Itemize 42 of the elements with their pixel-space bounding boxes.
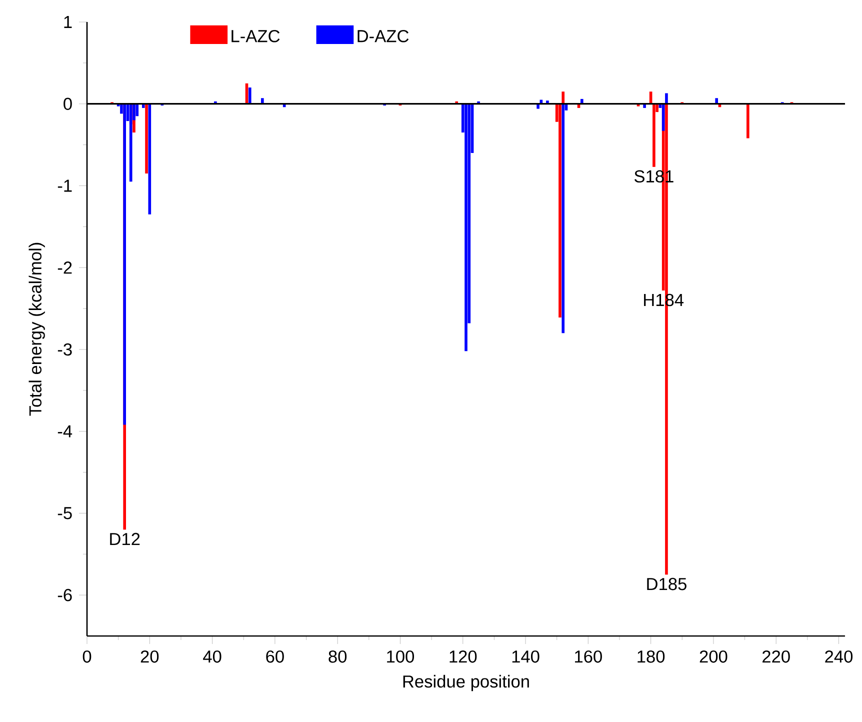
- bar: [662, 104, 665, 131]
- bar: [248, 87, 252, 104]
- x-tick-label: 160: [575, 650, 602, 663]
- y-tick-label: -1: [58, 180, 72, 192]
- y-tick-label: 1: [64, 16, 72, 28]
- y-tick-label: -4: [58, 425, 72, 438]
- bar: [123, 104, 126, 425]
- bar: [145, 104, 148, 174]
- bar: [746, 104, 750, 138]
- x-tick-label: 80: [328, 650, 347, 663]
- x-tick-label: 140: [512, 650, 540, 663]
- bar: [129, 104, 132, 182]
- x-axis-title: Residue position: [403, 674, 529, 692]
- bar: [665, 93, 668, 104]
- bar: [558, 104, 562, 318]
- x-tick-label: 240: [825, 650, 853, 663]
- legend-label: L-AZC: [232, 30, 280, 42]
- y-tick-label: -5: [58, 507, 72, 520]
- bar: [148, 104, 152, 214]
- x-tick-label: 60: [266, 650, 284, 663]
- y-tick-label: -6: [58, 588, 72, 602]
- y-tick-label: -2: [58, 262, 72, 274]
- legend-label: D-AZC: [358, 30, 409, 42]
- x-tick-label: 120: [450, 650, 477, 663]
- x-tick-label: 40: [203, 650, 222, 663]
- bar: [652, 104, 656, 167]
- bar: [136, 104, 139, 116]
- x-tick-label: 20: [140, 650, 159, 663]
- y-axis-title: Total energy (kcal/mol): [28, 242, 45, 416]
- x-tick-label: 200: [700, 650, 728, 663]
- x-tick-label: 0: [82, 650, 92, 663]
- bar: [536, 104, 540, 109]
- bar: [562, 92, 565, 104]
- y-tick-label: -3: [58, 343, 72, 356]
- y-tick-label: 0: [64, 98, 72, 110]
- x-tick-label: 220: [762, 650, 790, 663]
- bar: [464, 104, 468, 352]
- x-tick-label: 180: [638, 650, 665, 663]
- bar: [562, 104, 565, 334]
- annotation: D185: [647, 578, 686, 590]
- x-tick-label: 100: [387, 650, 414, 663]
- annotation: D12: [110, 532, 140, 546]
